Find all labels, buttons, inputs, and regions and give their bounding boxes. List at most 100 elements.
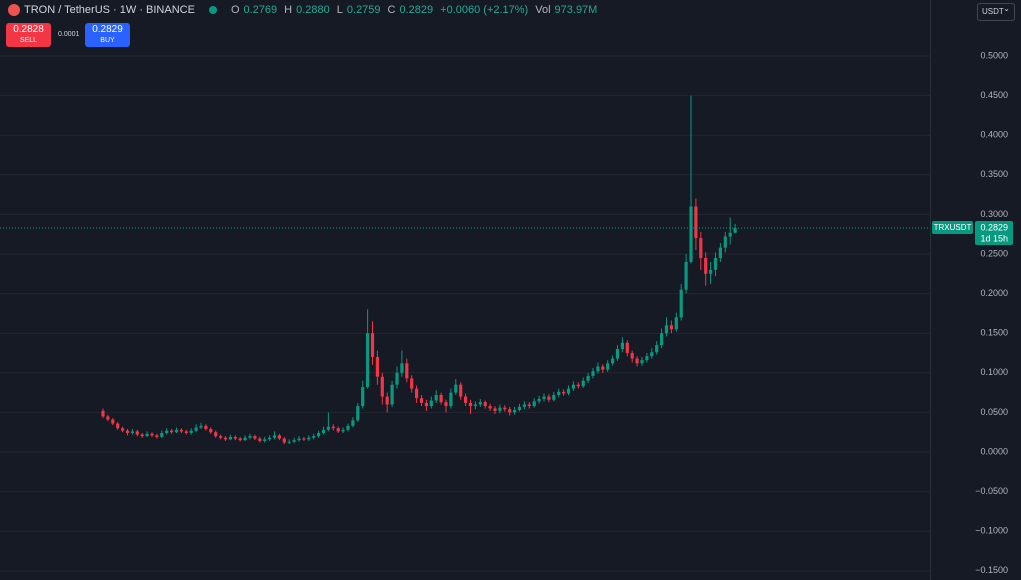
candle-body bbox=[488, 406, 492, 409]
candle-body bbox=[214, 432, 218, 437]
candle-body bbox=[586, 375, 590, 381]
candle-body bbox=[606, 363, 610, 370]
candle-body bbox=[223, 437, 228, 440]
y-tick-label: 0.1500 bbox=[980, 328, 1008, 338]
candle-body bbox=[346, 425, 350, 430]
candle-body bbox=[478, 402, 482, 405]
candle-body bbox=[194, 427, 198, 431]
candle-body bbox=[302, 438, 306, 440]
y-tick-label: −0.1000 bbox=[975, 526, 1008, 536]
sell-button[interactable]: 0.2828 SELL bbox=[6, 23, 51, 47]
candle-body bbox=[209, 429, 213, 433]
candle-body bbox=[660, 333, 664, 346]
candle-body bbox=[130, 431, 134, 434]
candle-body bbox=[429, 400, 433, 407]
candle-body bbox=[370, 333, 375, 357]
candle-body bbox=[331, 426, 335, 429]
candle-body bbox=[140, 434, 144, 437]
change: +0.0060 (+2.17%) bbox=[440, 4, 529, 16]
candle-body bbox=[174, 429, 179, 433]
ohlc-value: 0.2880 bbox=[296, 4, 330, 16]
candle-body bbox=[405, 363, 409, 379]
candle-body bbox=[591, 371, 595, 376]
candle-body bbox=[395, 372, 399, 385]
candle-body bbox=[199, 425, 203, 428]
candle-body bbox=[449, 392, 453, 407]
y-tick-label: 0.3500 bbox=[980, 169, 1008, 179]
candle-body bbox=[380, 376, 384, 397]
candle-body bbox=[571, 384, 575, 389]
y-tick-label: 0.2500 bbox=[980, 248, 1008, 258]
candle-body bbox=[307, 437, 311, 440]
candle-body bbox=[542, 396, 546, 399]
spread: 0.0001 bbox=[58, 31, 80, 38]
candle-body bbox=[341, 429, 345, 432]
candle-body bbox=[135, 431, 139, 435]
buy-button[interactable]: 0.2829 BUY bbox=[85, 23, 130, 47]
candle-body bbox=[419, 398, 424, 403]
candle-body bbox=[684, 261, 688, 290]
candle-body bbox=[493, 408, 497, 411]
candle-body bbox=[532, 401, 536, 407]
candle-body bbox=[321, 429, 326, 434]
candle-body bbox=[733, 227, 737, 233]
candle-body bbox=[228, 436, 232, 440]
symbol[interactable]: TRON / TetherUS · 1W · BINANCE bbox=[24, 4, 195, 16]
candle-body bbox=[219, 436, 223, 438]
candle-body bbox=[709, 269, 713, 274]
candle-body bbox=[375, 356, 379, 377]
candle-body bbox=[611, 358, 615, 364]
candle-body bbox=[562, 391, 566, 394]
candle-body bbox=[351, 420, 355, 426]
candle-body bbox=[464, 396, 468, 403]
sell-price: 0.2828 bbox=[13, 24, 44, 35]
candle-body bbox=[116, 423, 120, 429]
candle-body bbox=[111, 419, 115, 424]
candle-body bbox=[537, 398, 541, 402]
candle-body bbox=[248, 436, 252, 438]
buy-label: BUY bbox=[100, 37, 115, 44]
candle-body bbox=[640, 360, 644, 364]
y-tick-label: 0.5000 bbox=[980, 50, 1008, 60]
candle-body bbox=[424, 402, 428, 407]
ohlc-key: H bbox=[284, 4, 293, 16]
candle-body bbox=[454, 384, 458, 393]
ohlc-value: 0.2769 bbox=[243, 4, 278, 16]
candle-body bbox=[669, 325, 673, 330]
price-tag-label: 0.2829 bbox=[980, 222, 1008, 232]
candle-body bbox=[483, 402, 487, 407]
candle-body bbox=[170, 430, 174, 433]
candle-body bbox=[630, 353, 634, 359]
candle-body bbox=[400, 363, 404, 373]
candle-body bbox=[184, 431, 188, 434]
candle-body bbox=[581, 380, 585, 387]
candle-body bbox=[498, 407, 502, 411]
y-tick-label: 0.4500 bbox=[980, 90, 1008, 100]
candle-body bbox=[552, 394, 556, 400]
y-tick-label: 0.0500 bbox=[980, 407, 1008, 417]
candle-body bbox=[517, 406, 522, 411]
candle-body bbox=[268, 437, 272, 440]
candle-body bbox=[625, 342, 629, 354]
candle-body bbox=[356, 406, 360, 421]
ohlc-key: O bbox=[230, 4, 240, 16]
candle-body bbox=[704, 257, 708, 274]
candle-body bbox=[444, 402, 448, 407]
candle-body bbox=[503, 407, 507, 410]
candle-body bbox=[650, 352, 654, 357]
candle-body bbox=[312, 436, 316, 438]
candle-body bbox=[596, 366, 600, 372]
candle-body bbox=[272, 435, 277, 438]
candle-body bbox=[566, 388, 571, 394]
candle-body bbox=[366, 333, 370, 388]
currency-select[interactable]: USDT bbox=[977, 1, 1015, 21]
candle-body bbox=[576, 384, 580, 387]
candle-body bbox=[326, 426, 330, 430]
candle-body bbox=[645, 356, 649, 361]
candle-body bbox=[145, 433, 149, 437]
candle-body bbox=[655, 345, 659, 353]
ohlc-key: C bbox=[387, 4, 396, 16]
candle-body bbox=[699, 238, 703, 258]
candle-body bbox=[620, 342, 624, 350]
